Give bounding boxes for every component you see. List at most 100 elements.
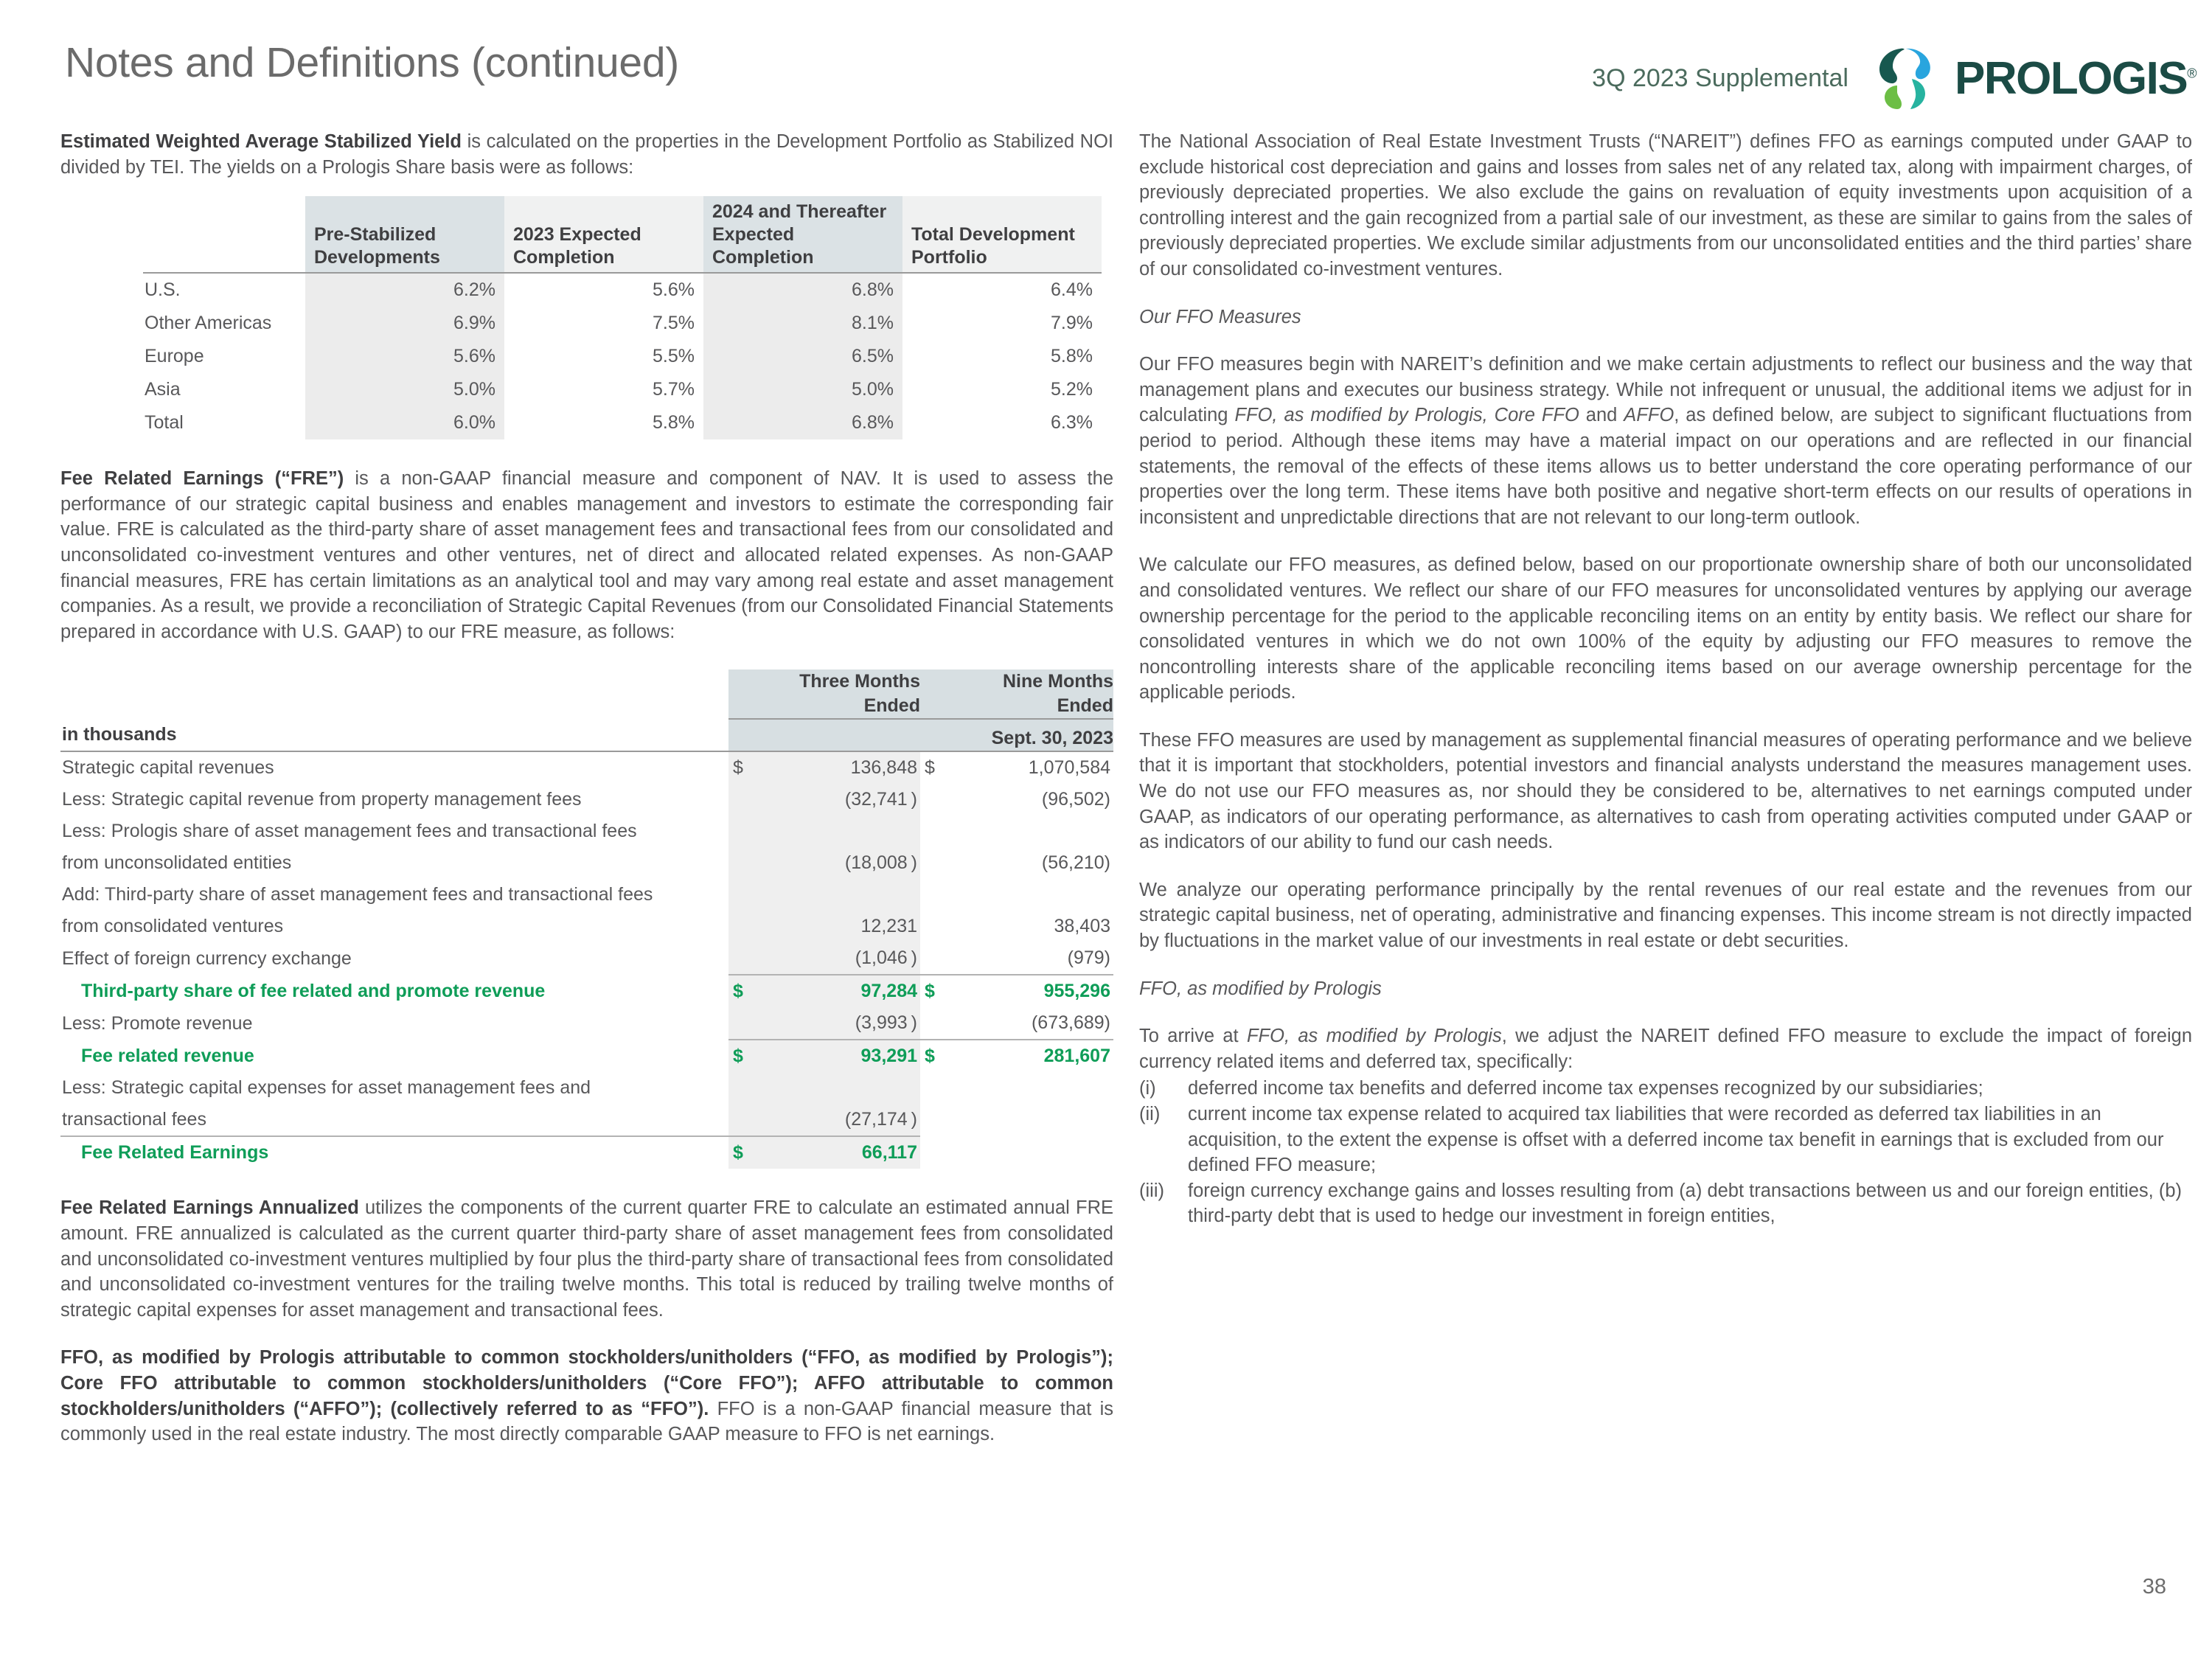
fre-value-nine-months — [953, 1072, 1113, 1104]
yield-cell: 6.8% — [703, 274, 902, 307]
yield-cell: 6.2% — [305, 274, 504, 307]
heading-our-ffo-measures: Our FFO Measures — [1139, 306, 1301, 327]
paragraph-ffo-measures-1: Our FFO measures begin with NAREIT’s def… — [1139, 352, 2192, 530]
paragraph-fre-annualized-text: utilizes the components of the current q… — [60, 1197, 1113, 1321]
fre-value-three-months: 97,284 — [761, 975, 920, 1008]
registered-trademark-icon: ® — [2187, 65, 2197, 80]
fre-currency-1 — [728, 879, 761, 911]
fre-col-header-ended-1: Ended — [728, 694, 920, 720]
fre-currency-1 — [728, 1104, 761, 1137]
fre-header-row-3: in thousands Sept. 30, 2023 — [60, 719, 1113, 752]
term-ffo-definition: FFO, as modified by Prologis attributabl… — [60, 1347, 1113, 1419]
yield-cell: 5.5% — [653, 346, 695, 367]
table-row: Add: Third-party share of asset manageme… — [60, 879, 1113, 911]
fre-value-three-months — [761, 1072, 920, 1105]
yield-cell: 7.9% — [1051, 313, 1093, 334]
yield-cell: 5.8% — [653, 412, 695, 434]
page-header: Notes and Definitions (continued) 3Q 202… — [0, 38, 2212, 109]
fre-currency-2 — [920, 1104, 953, 1136]
fre-row-label: Less: Strategic capital revenue from pro… — [62, 789, 582, 810]
ffo-measures-text-a: Our FFO measures begin with NAREIT’s def… — [1139, 354, 2192, 426]
fre-value-three-months: 12,231 — [761, 911, 920, 943]
yield-table-body: U.S. 6.2% 5.6% 6.8% 6.4% Other Americas … — [143, 274, 1102, 440]
fre-currency-2: $ — [925, 981, 935, 1002]
list-item-number: (ii) — [1139, 1104, 1161, 1124]
list-item-text: foreign currency exchange gains and loss… — [1188, 1180, 2182, 1227]
fre-row-label-subtotal: Third-party share of fee related and pro… — [81, 981, 546, 1002]
yield-row-label: Other Americas — [145, 313, 272, 334]
list-item-number: (i) — [1139, 1078, 1156, 1099]
yield-cell: 6.4% — [1051, 279, 1093, 301]
fre-col-header-nine-months: Nine Months — [920, 669, 1113, 695]
fre-period-label: Sept. 30, 2023 — [920, 719, 1113, 752]
yield-cell: 6.5% — [703, 340, 902, 374]
header-right-group: 3Q 2023 Supplemental PROLOGIS® — [1592, 44, 2197, 112]
list-item-text: current income tax expense related to ac… — [1188, 1104, 2164, 1176]
list-item: (ii) current income tax expense related … — [1139, 1102, 2192, 1178]
fre-row-label: from consolidated ventures — [62, 916, 284, 937]
table-row: Strategic capital revenues $ 136,848 $ 1… — [60, 752, 1113, 785]
table-row: Fee related revenue $ 93,291 $ 281,607 — [60, 1040, 1113, 1073]
paragraph-ffo-measures-3: These FFO measures are used by managemen… — [1139, 729, 2192, 853]
heading-ffo-as-modified-by-prologis: FFO, as modified by Prologis — [1139, 978, 1382, 999]
table-row: Less: Strategic capital revenue from pro… — [60, 784, 1113, 816]
fre-currency-1: $ — [728, 1137, 761, 1169]
yield-cell: 7.5% — [653, 313, 695, 334]
paragraph-ffo-definition: FFO, as modified by Prologis attributabl… — [60, 1345, 1113, 1447]
table-row: from unconsolidated entities (18,008 ) (… — [60, 847, 1113, 880]
page-title: Notes and Definitions (continued) — [65, 39, 679, 86]
yield-col-header-total-portfolio: Total Development Portfolio — [902, 196, 1102, 274]
fre-value-nine-months — [953, 1104, 1113, 1136]
supplemental-label: 3Q 2023 Supplemental — [1592, 63, 1848, 92]
fre-currency-2 — [920, 1007, 953, 1040]
fre-currency-2 — [920, 784, 953, 815]
fre-reconciliation-table: Three Months Nine Months Ended Ended in … — [60, 669, 1113, 1169]
fre-value-nine-months: 281,607 — [1043, 1046, 1110, 1067]
fre-value-three-months: (18,008 ) — [761, 847, 920, 880]
fre-units-label: in thousands — [62, 724, 177, 745]
fre-value-three-months: (3,993 ) — [761, 1007, 920, 1040]
fre-row-label: Less: Promote revenue — [62, 1013, 253, 1034]
fre-period-blank — [728, 719, 920, 752]
fre-value-three-months — [761, 879, 920, 911]
yield-table-header-row: Pre-Stabilized Developments 2023 Expecte… — [143, 196, 1102, 274]
fre-row-label: Less: Strategic capital expenses for ass… — [62, 1077, 591, 1099]
fre-row-label: Effect of foreign currency exchange — [62, 948, 352, 970]
paragraph-estimated-yield: Estimated Weighted Average Stabilized Yi… — [60, 129, 1113, 180]
fre-value-nine-months: (56,210) — [1041, 852, 1110, 874]
fre-row-label: Add: Third-party share of asset manageme… — [62, 884, 653, 905]
italic-core-ffo: Core FFO — [1494, 405, 1579, 426]
prologis-wordmark: PROLOGIS® — [1954, 52, 2197, 105]
fre-currency-2: $ — [925, 1046, 935, 1067]
paragraph-arrive-at-ffo: To arrive at FFO, as modified by Prologi… — [1139, 1023, 2192, 1074]
table-row: from consolidated ventures 12,231 38,403 — [60, 911, 1113, 943]
list-item: (i) deferred income tax benefits and def… — [1139, 1076, 2192, 1102]
table-row: Fee Related Earnings $ 66,117 — [60, 1137, 1113, 1169]
fre-currency-2 — [920, 911, 953, 942]
fre-value-nine-months: 955,296 — [1043, 981, 1110, 1002]
fre-currency-2: $ — [925, 757, 935, 779]
left-column: Estimated Weighted Average Stabilized Yi… — [60, 129, 1113, 1447]
arrive-text-a: To arrive at — [1139, 1026, 1247, 1047]
fre-value-three-months: 66,117 — [761, 1137, 920, 1169]
arrive-text-b: , we adjust the NAREIT defined FFO measu… — [1139, 1026, 2192, 1072]
fre-value-nine-months: 38,403 — [1054, 916, 1110, 937]
prologis-wordmark-text: PROLOGIS — [1954, 52, 2188, 104]
yield-cell: 5.6% — [305, 340, 504, 374]
fre-value-nine-months: 1,070,584 — [1028, 757, 1110, 779]
fre-currency-2 — [920, 815, 953, 847]
yield-cell: 6.0% — [305, 406, 504, 440]
ffo-measures-text-c: and — [1579, 405, 1624, 426]
ffo-adjustment-list: (i) deferred income tax benefits and def… — [1139, 1076, 2192, 1229]
yield-table-wrapper: Pre-Stabilized Developments 2023 Expecte… — [143, 196, 1102, 440]
yield-row-label: Total — [145, 412, 184, 434]
yield-row-label: Asia — [145, 379, 181, 400]
fre-currency-1: $ — [728, 975, 761, 1008]
fre-currency-2 — [920, 879, 953, 911]
yield-cell: 5.8% — [1051, 346, 1093, 367]
yield-cell: 5.2% — [1051, 379, 1093, 400]
italic-affo: AFFO — [1624, 405, 1674, 426]
fre-value-nine-months — [953, 879, 1113, 911]
fre-value-three-months: (27,174 ) — [761, 1104, 920, 1137]
